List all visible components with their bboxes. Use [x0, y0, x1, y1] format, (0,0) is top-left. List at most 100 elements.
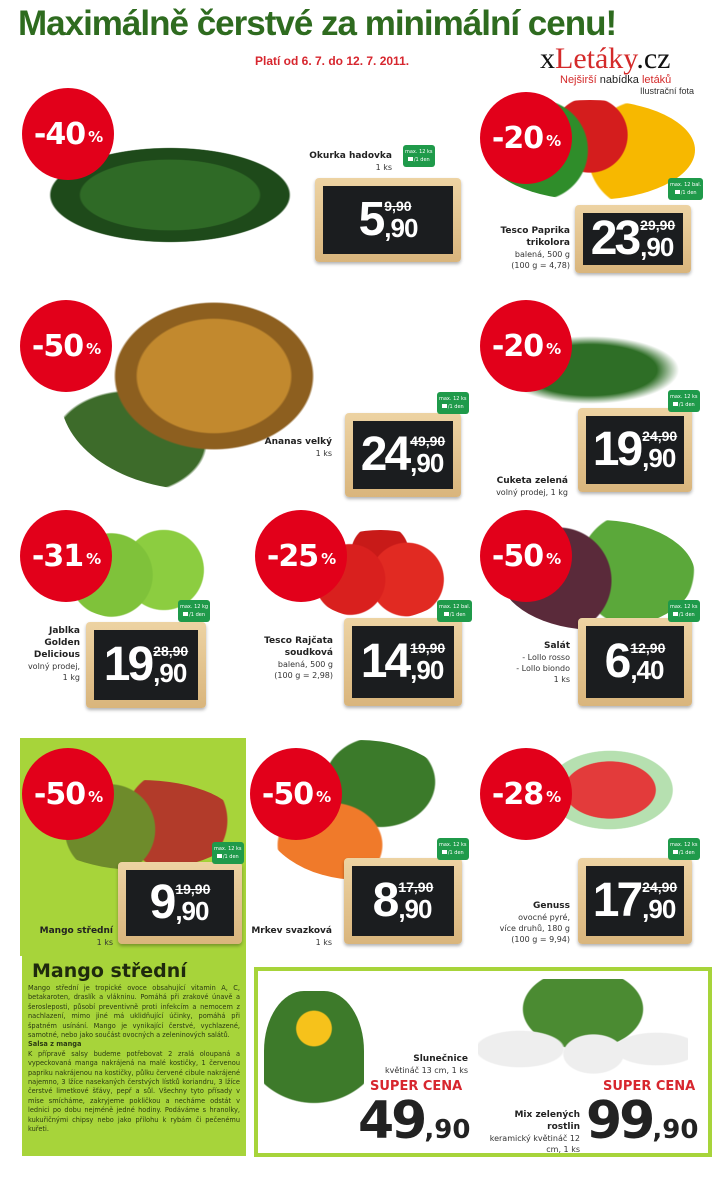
- product-name: Okurka hadovka: [309, 151, 392, 161]
- discount-value: -20: [491, 120, 544, 156]
- product-name: Slunečnice: [413, 1054, 468, 1064]
- product-detail: balená, 500 g: [277, 660, 333, 669]
- product-info: Tesco Paprika trikolora balená, 500 g (100…: [478, 225, 570, 271]
- cart-icon: [441, 850, 447, 854]
- product-info: Ananas velký 1 ks: [260, 436, 332, 459]
- limit-period: /1 den: [439, 403, 467, 411]
- limit-qty: max. 12 ks: [670, 604, 698, 610]
- price-cents: ,90: [410, 448, 444, 478]
- price-board-inner: 23 29,90,90: [583, 213, 683, 265]
- old-price: 24,90: [642, 428, 678, 444]
- price-board: 6 12,90,40: [578, 618, 692, 706]
- price-main: 19: [592, 423, 643, 476]
- price-main: 23: [590, 212, 641, 265]
- product-detail: 1 ks: [315, 938, 332, 947]
- site-logo[interactable]: xLetáky.cz: [540, 44, 670, 74]
- discount-badge: -20%: [480, 300, 572, 392]
- price-board: 19 24,90,90: [578, 408, 692, 492]
- limit-period-text: /1 den: [680, 190, 697, 196]
- purchase-limit-badge: max. 12 kg/1 den: [178, 600, 211, 622]
- price-cents: ,90: [640, 232, 674, 262]
- limit-period-text: /1 den: [678, 402, 695, 408]
- limit-period-text: /1 den: [222, 854, 239, 860]
- product-detail: 1 ks: [96, 938, 113, 947]
- limit-period: /1 den: [405, 156, 433, 164]
- discount-value: -50: [33, 776, 86, 812]
- price-main: 8: [372, 874, 400, 927]
- percent-sign: %: [546, 788, 561, 806]
- limit-qty: max. 12 ks: [214, 846, 242, 852]
- discount-value: -20: [491, 328, 544, 364]
- product-detail: - Lollo biondo: [516, 664, 570, 673]
- price-side-column: 9,90,90: [384, 198, 418, 242]
- old-price: 19,90: [410, 640, 446, 656]
- price-side-column: 24,90,90: [642, 428, 677, 472]
- price-cents: ,90: [642, 443, 676, 473]
- discount-value: -50: [31, 328, 84, 364]
- price-cents: ,90: [424, 1115, 471, 1145]
- limit-period-text: /1 den: [678, 850, 695, 856]
- old-price: 24,90: [642, 879, 678, 895]
- price-main: 14: [360, 635, 411, 688]
- purchase-limit-badge: max. 12 ks/1 den: [212, 842, 244, 864]
- price-cents: ,90: [410, 655, 444, 685]
- sunflower-info: Slunečnice květináč 13 cm, 1 ks: [358, 1053, 468, 1076]
- product-details: květináč 13 cm, 1 ks: [385, 1066, 468, 1075]
- limit-period: /1 den: [214, 853, 242, 861]
- product-detail: balená, 500 g: [514, 250, 570, 259]
- percent-sign: %: [546, 550, 561, 568]
- discount-badge: -40%: [22, 88, 114, 180]
- product-info: Mrkev svazková 1 ks: [240, 925, 332, 948]
- discount-badge: -50%: [22, 748, 114, 840]
- old-price: 49,90: [410, 433, 446, 449]
- product-name: Ananas velký: [264, 437, 332, 447]
- limit-period: /1 den: [439, 849, 467, 857]
- purchase-limit-badge: max. 12 ks/1 den: [668, 838, 700, 860]
- old-price: 29,90: [640, 217, 676, 233]
- product-details: keramický květináč 12 cm, 1 ks: [489, 1134, 580, 1154]
- purchase-limit-badge: max. 12 bal. /1 den: [437, 600, 473, 622]
- logo-tld: .cz: [636, 42, 671, 75]
- price-side-column: 29,90,90: [640, 217, 675, 261]
- cart-icon: [672, 402, 678, 406]
- price-side-column: 12,90,40: [630, 640, 665, 684]
- percent-sign: %: [321, 550, 336, 568]
- price-cents: ,90: [398, 894, 432, 924]
- price-side-column: 28,90,90: [153, 643, 188, 687]
- price-side-column: 24,90,90: [642, 879, 677, 923]
- limit-qty: max. 12 ks: [439, 396, 467, 402]
- product-name: Genuss: [532, 901, 570, 911]
- product-info: Genuss ovocné pyré, více druhů, 180 g (100 …: [470, 900, 570, 945]
- product-name: Mix zelených rostlin: [514, 1110, 580, 1132]
- price-side-column: 19,90,90: [410, 640, 445, 684]
- limit-period-text: /1 den: [447, 404, 464, 410]
- old-price: 9,90: [384, 198, 412, 214]
- limit-period-text: /1 den: [678, 612, 695, 618]
- purchase-limit-badge: max. 12 ks/1 den: [437, 392, 469, 414]
- price-board-inner: 19 24,90,90: [586, 416, 684, 484]
- price-board: 23 29,90,90: [575, 205, 691, 273]
- price-main: 19: [103, 638, 154, 691]
- product-detail: 1 ks: [553, 675, 570, 684]
- price-board-inner: 19 28,90,90: [94, 630, 198, 700]
- discount-value: -40: [33, 116, 86, 152]
- product-info: Jablka Golden Delicious volný prodej, 1 kg: [18, 625, 80, 683]
- cart-icon: [216, 854, 222, 858]
- product-name: Tesco Rajčata soudková: [264, 636, 333, 658]
- limit-qty: max. 12 ks: [670, 394, 698, 400]
- mango-info-title: Mango střední: [32, 960, 187, 982]
- product-name: Mrkev svazková: [251, 926, 332, 936]
- limit-qty: max. 12 ks: [439, 842, 467, 848]
- product-info: Tesco Rajčata soudková balená, 500 g (100 …: [245, 635, 333, 681]
- purchase-limit-badge: max. 12 ks/1 den: [437, 838, 469, 860]
- price-board: 24 49,90,90: [345, 413, 461, 497]
- discount-value: -28: [491, 776, 544, 812]
- product-name: Cuketa zelená: [496, 476, 568, 486]
- illustration-note: Ilustrační fota: [640, 86, 695, 96]
- price-board-inner: 24 49,90,90: [353, 421, 453, 489]
- limit-period-text: /1 den: [449, 612, 466, 618]
- recipe-title: Salsa z manga: [28, 1040, 82, 1049]
- limit-period: /1 den: [670, 849, 698, 857]
- price-board-inner: 9 19,90,90: [126, 870, 234, 936]
- price-cents: ,90: [652, 1115, 699, 1145]
